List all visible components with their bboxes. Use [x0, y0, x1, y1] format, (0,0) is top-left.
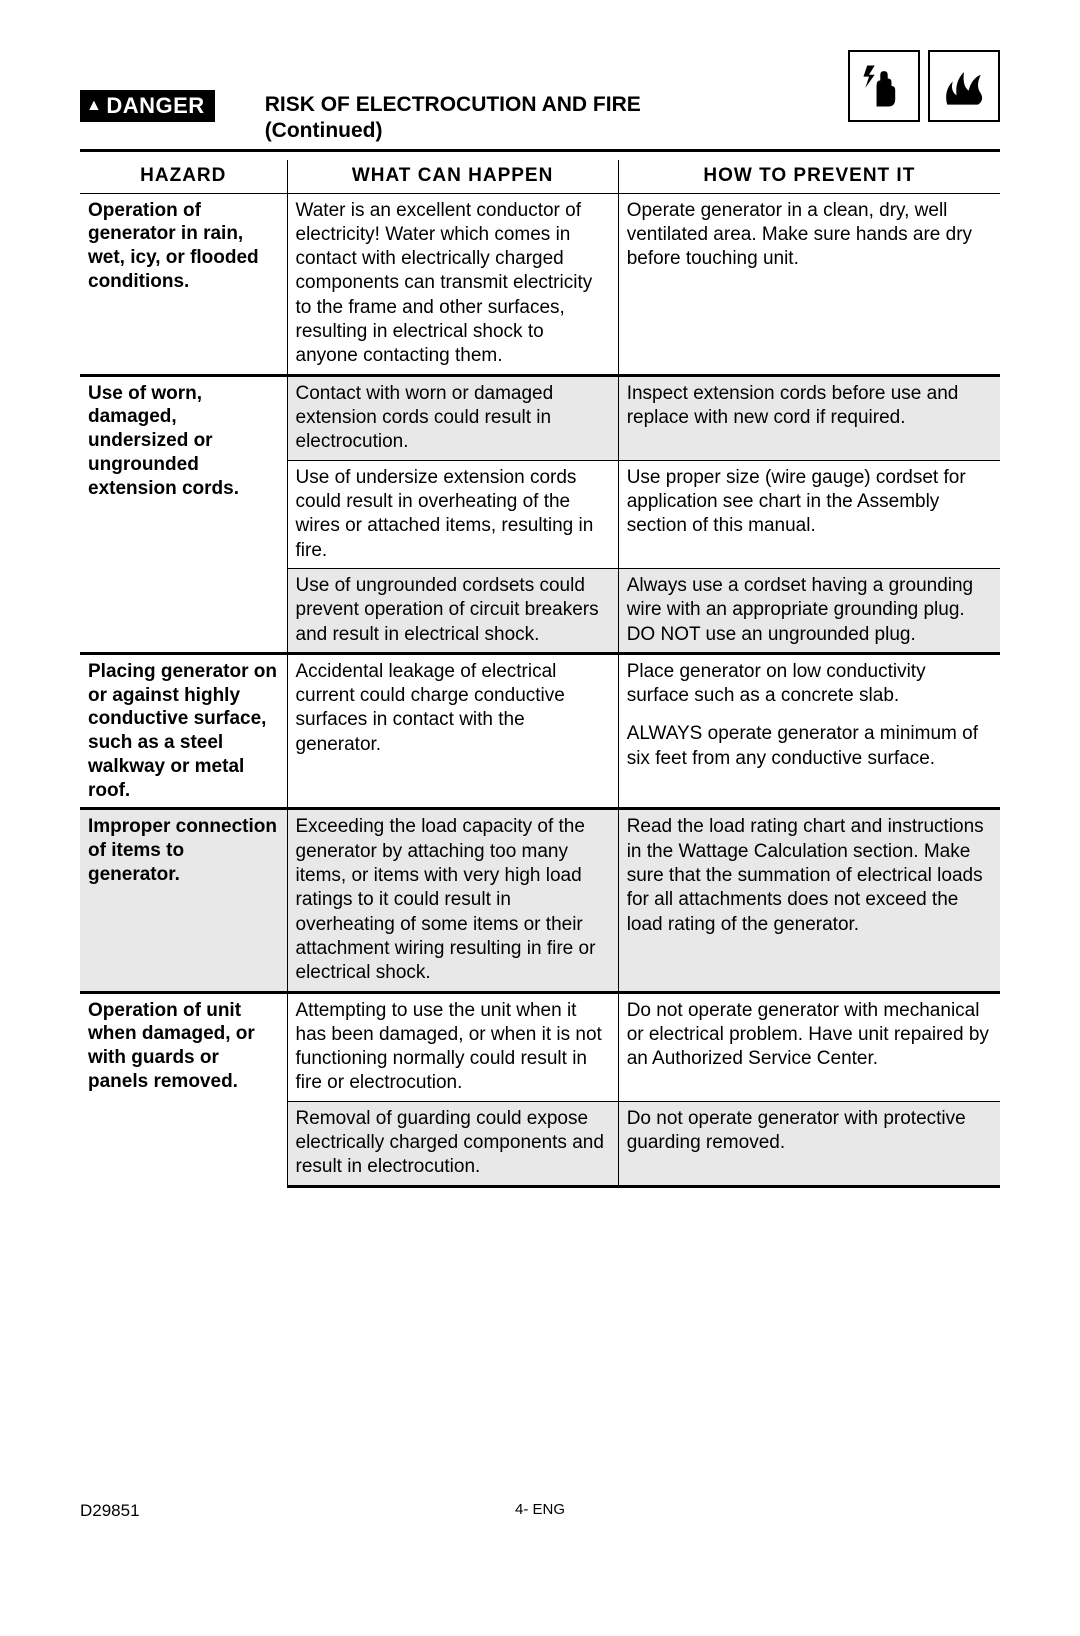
hazard-cell: Operation of generator in rain, wet, icy… — [80, 193, 287, 375]
prevent-text-a: Place generator on low conductivity surf… — [627, 660, 992, 709]
prevent-cell: Inspect extension cords before use and r… — [618, 375, 1000, 460]
happen-cell: Removal of guarding could expose electri… — [287, 1101, 618, 1186]
title-line-1: RISK OF ELECTROCUTION AND FIRE — [265, 93, 641, 116]
happen-cell: Use of undersize extension cords could r… — [287, 460, 618, 568]
table-row: Use of worn, damaged, undersized or ungr… — [80, 375, 1000, 460]
hazard-cell: Use of worn, damaged, undersized or ungr… — [80, 375, 287, 653]
footer-spacer — [995, 1501, 1000, 1521]
col-happen: WHAT CAN HAPPEN — [287, 160, 618, 194]
section-title: RISK OF ELECTROCUTION AND FIRE (Continue… — [265, 90, 840, 145]
happen-cell: Water is an excellent conductor of elect… — [287, 193, 618, 375]
table-row: Improper connection of items to generato… — [80, 809, 1000, 992]
page-header: DANGER RISK OF ELECTROCUTION AND FIRE (C… — [80, 90, 1000, 152]
table-row: Placing generator on or against highly c… — [80, 653, 1000, 809]
col-hazard: HAZARD — [80, 160, 287, 194]
table-header-row: HAZARD WHAT CAN HAPPEN HOW TO PREVENT IT — [80, 160, 1000, 194]
happen-cell: Exceeding the load capacity of the gener… — [287, 809, 618, 992]
prevent-cell: Do not operate generator with protective… — [618, 1101, 1000, 1186]
shock-hand-icon — [848, 50, 920, 122]
hazard-cell: Operation of unit when damaged, or with … — [80, 992, 287, 1186]
prevent-cell: Use proper size (wire gauge) cordset for… — [618, 460, 1000, 568]
title-line-2: (Continued) — [265, 119, 383, 142]
footer-doc-id: D29851 — [80, 1501, 140, 1521]
hazard-table: HAZARD WHAT CAN HAPPEN HOW TO PREVENT IT… — [80, 160, 1000, 1188]
table-row: Operation of generator in rain, wet, icy… — [80, 193, 1000, 375]
happen-cell: Attempting to use the unit when it has b… — [287, 992, 618, 1101]
footer-page-num: 4- ENG — [515, 1501, 565, 1518]
col-prevent: HOW TO PREVENT IT — [618, 160, 1000, 194]
prevent-cell: Operate generator in a clean, dry, well … — [618, 193, 1000, 375]
hazard-cell: Improper connection of items to generato… — [80, 809, 287, 992]
prevent-cell: Do not operate generator with mechanical… — [618, 992, 1000, 1101]
prevent-text-b: ALWAYS operate generator a minimum of si… — [627, 722, 992, 771]
flame-icon — [928, 50, 1000, 122]
happen-cell: Accidental leakage of electrical current… — [287, 653, 618, 809]
table-row: Operation of unit when damaged, or with … — [80, 992, 1000, 1101]
prevent-cell: Read the load rating chart and instructi… — [618, 809, 1000, 992]
hazard-cell: Placing generator on or against highly c… — [80, 653, 287, 809]
happen-cell: Contact with worn or damaged extension c… — [287, 375, 618, 460]
page-footer: D29851 4- ENG — [80, 1501, 1000, 1521]
prevent-cell: Always use a cordset having a grounding … — [618, 568, 1000, 653]
prevent-cell: Place generator on low conductivity surf… — [618, 653, 1000, 809]
danger-badge: DANGER — [80, 90, 215, 122]
happen-cell: Use of ungrounded cordsets could prevent… — [287, 568, 618, 653]
